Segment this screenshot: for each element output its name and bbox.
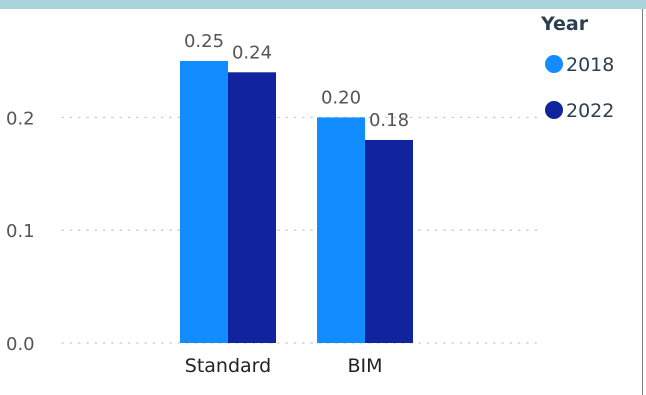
legend-marker-2022 bbox=[545, 101, 563, 119]
bars bbox=[180, 61, 413, 344]
header-strip bbox=[0, 0, 646, 9]
x-category-label-standard: Standard bbox=[185, 355, 271, 377]
data-label-bim-2018: 0.20 bbox=[321, 87, 361, 108]
legend-marker-2018 bbox=[545, 55, 563, 73]
bar-bim-2022[interactable] bbox=[365, 139, 413, 343]
legend-title: Year bbox=[540, 13, 589, 35]
legend-label-2018: 2018 bbox=[566, 54, 614, 76]
data-label-standard-2018: 0.25 bbox=[184, 31, 224, 52]
bar-bim-2018[interactable] bbox=[317, 117, 365, 343]
y-tick-label-0.1: 0.1 bbox=[6, 221, 35, 242]
x-category-label-bim: BIM bbox=[347, 355, 382, 377]
y-axis: 0.0 0.1 0.2 bbox=[6, 108, 35, 355]
frame-border bbox=[642, 9, 643, 395]
legend-label-2022: 2022 bbox=[566, 100, 614, 122]
y-tick-label-0.2: 0.2 bbox=[6, 108, 35, 129]
grid-lines bbox=[61, 116, 541, 344]
legend-item-2022[interactable]: 2022 bbox=[545, 100, 614, 122]
y-tick-label-0.0: 0.0 bbox=[6, 334, 35, 355]
bar-standard-2022[interactable] bbox=[228, 72, 276, 344]
bar-standard-2018[interactable] bbox=[180, 61, 228, 344]
data-label-bim-2022: 0.18 bbox=[369, 110, 409, 131]
data-label-standard-2022: 0.24 bbox=[232, 42, 272, 63]
legend-item-2018[interactable]: 2018 bbox=[545, 54, 614, 76]
x-axis: Standard BIM bbox=[185, 355, 383, 377]
data-labels: 0.25 0.24 0.20 0.18 bbox=[184, 31, 409, 131]
legend: Year 2018 2022 bbox=[540, 13, 614, 122]
